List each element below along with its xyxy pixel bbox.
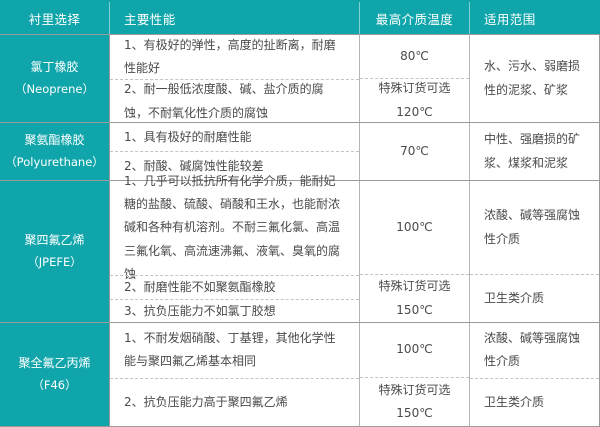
- material-name-en: （Polyurethane）: [5, 154, 104, 169]
- material-name-cell: 聚氨酯橡胶 （Polyurethane）: [0, 123, 110, 180]
- temperature-cell-line: 特殊订货可选: [378, 279, 451, 294]
- performance-cell: 3、抗负压能力不如氯丁胶想: [110, 299, 359, 323]
- temperature-cell-line: 特殊订货可选: [378, 81, 451, 96]
- temperature-cell: 80℃: [400, 48, 429, 63]
- application-range-cell: 卫生类介质: [470, 274, 599, 322]
- material-name-cell: 氯丁橡胶 （Neoprene）: [0, 35, 110, 122]
- performance-cell: 2、耐一般低浓度酸、碱、盐介质的腐蚀，不耐氧化性介质的腐蚀: [110, 79, 359, 123]
- application-range-cell: 浓酸、碱等强腐蚀性介质: [484, 208, 581, 246]
- performance-cell: 1、不耐发烟硝酸、丁基锂，其他化学性能与聚四氟乙烯基本相同: [124, 331, 336, 369]
- performance-cell: 1、有极好的弹性，高度的扯断离，耐磨性能好: [124, 37, 336, 75]
- application-range-cell: 水、污水、弱磨损性的泥浆、矿浆: [484, 59, 581, 97]
- column-header-lining-selection: 衬里选择: [0, 2, 110, 34]
- temperature-cell: 100℃: [396, 219, 433, 234]
- application-range-cell: 中性、强磨损的矿浆、煤浆和泥浆: [484, 132, 581, 170]
- application-range-cell: 卫生类介质: [470, 377, 599, 426]
- column-header-max-medium-temperature: 最高介质温度: [360, 2, 470, 34]
- table-row: 氯丁橡胶 （Neoprene） 1、有极好的弹性，高度的扯断离，耐磨性能好 2、耐一般…: [0, 34, 600, 122]
- temperature-cell-line: 150℃: [396, 302, 433, 317]
- temperature-cell-line: 120℃: [396, 104, 433, 119]
- temperature-column: 80℃ 特殊订货可选 120℃: [360, 35, 470, 122]
- temperature-cell: 70℃: [400, 143, 429, 158]
- performance-cell: 2、抗负压能力高于聚四氟乙烯: [110, 377, 359, 426]
- performance-cell: 1、具有极好的耐磨性能: [124, 129, 252, 144]
- material-name-cell: 聚全氟乙丙烯 （F46）: [0, 323, 110, 426]
- table-row: 聚氨酯橡胶 （Polyurethane） 1、具有极好的耐磨性能 2、耐酸、碱腐蚀性能…: [0, 122, 600, 180]
- material-name-en: （JPEFE）: [27, 254, 82, 269]
- temperature-cell: 特殊订货可选 120℃: [360, 78, 469, 122]
- table-header-row: 衬里选择 主要性能 最高介质温度 适用范围: [0, 2, 600, 34]
- performance-cell: 2、耐磨性能不如聚氨酯橡胶: [110, 275, 359, 299]
- material-name-cn: 聚氨酯橡胶: [24, 133, 85, 148]
- application-range-column: 水、污水、弱磨损性的泥浆、矿浆: [470, 35, 600, 122]
- material-name-cn: 氯丁橡胶: [30, 60, 79, 75]
- material-name-cn: 聚全氟乙丙烯: [18, 356, 91, 371]
- application-range-column: 浓酸、碱等强腐蚀性介质卫生类介质: [470, 323, 600, 426]
- table-body: 氯丁橡胶 （Neoprene） 1、有极好的弹性，高度的扯断离，耐磨性能好 2、耐一般…: [0, 34, 600, 427]
- performance-column: 1、有极好的弹性，高度的扯断离，耐磨性能好 2、耐一般低浓度酸、碱、盐介质的腐蚀，…: [110, 35, 360, 122]
- performance-cell: 1、几乎可以抵抗所有化学介质，能耐妃糖的盐酸、硫酸、硝酸和王水，也能耐浓碱和各种…: [124, 173, 341, 282]
- temperature-column: 100℃ 特殊订货可选 150℃: [360, 181, 470, 322]
- temperature-column: 100℃ 特殊订货可选 150℃: [360, 323, 470, 426]
- temperature-cell: 100℃: [396, 342, 433, 357]
- material-name-en: （F46）: [32, 377, 77, 392]
- table-row: 聚全氟乙丙烯 （F46） 1、不耐发烟硝酸、丁基锂，其他化学性能与聚四氟乙烯基本相同…: [0, 322, 600, 427]
- temperature-cell: 特殊订货可选 150℃: [360, 377, 469, 426]
- material-name-en: （Neoprene）: [15, 81, 94, 96]
- performance-column: 1、几乎可以抵抗所有化学介质，能耐妃糖的盐酸、硫酸、硝酸和王水，也能耐浓碱和各种…: [110, 173, 360, 323]
- temperature-cell: 特殊订货可选 150℃: [360, 274, 469, 322]
- material-name-cn: 聚四氟乙烯: [24, 233, 85, 248]
- application-range-column: 中性、强磨损的矿浆、煤浆和泥浆: [470, 123, 600, 180]
- column-header-application-range: 适用范围: [484, 11, 536, 27]
- application-range-cell: 浓酸、碱等强腐蚀性介质: [484, 331, 581, 369]
- temperature-column: 70℃: [360, 123, 470, 180]
- performance-column: 1、不耐发烟硝酸、丁基锂，其他化学性能与聚四氟乙烯基本相同 2、抗负压能力高于聚四…: [110, 323, 360, 426]
- application-range-column: 浓酸、碱等强腐蚀性介质卫生类介质: [470, 181, 600, 322]
- performance-column: 1、具有极好的耐磨性能 2、耐酸、碱腐蚀性能较差: [110, 123, 360, 180]
- material-name-cell: 聚四氟乙烯 （JPEFE）: [0, 181, 110, 322]
- temperature-cell-line: 特殊订货可选: [378, 382, 451, 397]
- temperature-cell-line: 150℃: [396, 406, 433, 420]
- table-row: 聚四氟乙烯 （JPEFE） 1、几乎可以抵抗所有化学介质，能耐妃糖的盐酸、硫酸、硝酸…: [0, 173, 600, 323]
- performance-cell: 2、耐酸、碱腐蚀性能较差: [110, 151, 359, 180]
- column-header-main-performance: 主要性能: [110, 2, 360, 34]
